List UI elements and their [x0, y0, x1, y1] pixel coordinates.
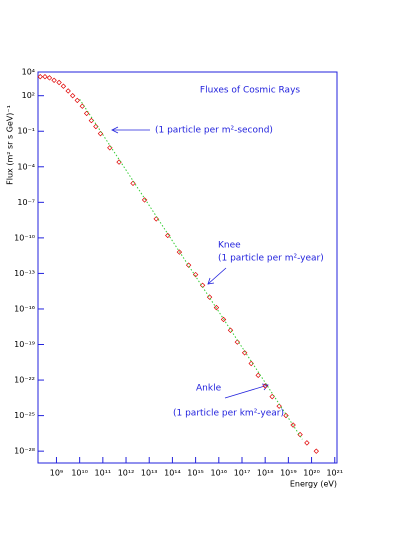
x-tick-label: 10¹⁴: [164, 469, 181, 478]
data-point: [304, 440, 310, 446]
x-tick-label: 10¹⁵: [187, 469, 204, 478]
x-tick-label: 10¹⁸: [257, 469, 274, 478]
data-point: [234, 339, 241, 345]
x-tick-label: 10¹⁰: [71, 469, 88, 478]
x-tick-label: 10¹⁶: [210, 469, 227, 478]
y-tick-label: 10⁻¹⁶: [14, 304, 35, 313]
data-point: [227, 327, 234, 333]
data-point: [65, 88, 71, 94]
y-tick-label: 10⁻¹³: [14, 269, 35, 278]
x-tick-label: 10⁹: [50, 469, 63, 478]
x-tick-label: 10¹¹: [95, 469, 112, 478]
x-tick-label: 10²⁰: [303, 469, 320, 478]
x-tick-label: 10¹²: [118, 469, 135, 478]
y-tick-label: 10⁴: [22, 68, 35, 77]
x-tick-label: 10¹⁷: [234, 469, 251, 478]
data-point: [153, 216, 159, 222]
data-point: [130, 180, 136, 187]
reference-line: [79, 98, 303, 440]
y-tick-label: 10⁻²⁵: [14, 411, 35, 420]
data-point: [88, 117, 95, 124]
annotation: (1 particle per m²-year): [218, 254, 324, 264]
y-tick-label: 10⁻²²: [14, 376, 35, 385]
data-point: [51, 77, 57, 83]
data-point: [165, 232, 171, 239]
data-point: [283, 412, 289, 419]
data-point: [141, 197, 148, 203]
data-point: [206, 294, 213, 300]
x-axis-label: Energy (eV): [290, 480, 337, 489]
data-point: [60, 83, 67, 89]
data-point: [276, 403, 282, 409]
y-tick-label: 10⁻¹: [17, 127, 35, 136]
plot-frame: [37, 71, 338, 464]
data-point: [74, 97, 80, 104]
y-tick-label: 10⁻¹⁰: [14, 233, 35, 242]
data-point: [42, 74, 48, 80]
y-axis-label: Flux (m² sr s GeV)⁻¹: [6, 105, 15, 185]
data-point: [46, 75, 53, 81]
data-point: [69, 93, 76, 99]
annotation: (1 particle per m²-second): [155, 126, 273, 136]
data-point: [56, 79, 62, 86]
y-tick-label: 10⁻⁴: [17, 162, 35, 171]
data-point: [290, 422, 296, 428]
data-point: [220, 316, 227, 323]
data-point: [97, 130, 104, 137]
data-point: [192, 271, 199, 278]
data-point: [262, 383, 268, 389]
data-point: [241, 350, 248, 356]
y-tick-label: 10⁻²⁸: [14, 447, 35, 456]
x-tick-label: 10²¹: [326, 469, 343, 478]
x-tick-label: 10¹³: [141, 469, 158, 478]
chart-title: Fluxes of Cosmic Rays: [200, 86, 301, 96]
data-point: [37, 74, 43, 80]
annotation: Knee: [218, 241, 241, 251]
y-tick-label: 10⁻⁷: [17, 198, 35, 207]
data-point: [313, 448, 319, 454]
data-point: [107, 145, 113, 151]
data-point: [83, 110, 90, 117]
data-point: [255, 372, 261, 379]
data-point: [176, 249, 183, 255]
data-point: [213, 304, 220, 311]
annotation: Ankle: [196, 384, 222, 394]
annotation: (1 particle per km²-year): [173, 409, 284, 419]
arrows: [111, 126, 269, 399]
x-tick-label: 10¹⁹: [280, 469, 297, 478]
y-tick-label: 10²: [22, 91, 35, 100]
data-point: [185, 262, 192, 268]
y-tick-label: 10⁻¹⁹: [14, 340, 35, 349]
